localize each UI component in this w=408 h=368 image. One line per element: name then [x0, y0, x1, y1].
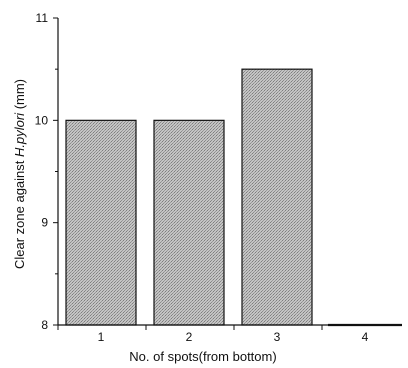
bar-3	[241, 68, 313, 326]
axes	[53, 17, 352, 330]
y-axis-label-prefix: Clear zone against	[12, 157, 27, 269]
x-tick-label-1: 1	[98, 330, 105, 344]
y-tick-label-11: 11	[36, 11, 49, 25]
x-axis-label: No. of spots(from bottom)	[129, 349, 276, 364]
y-axis-label: Clear zone against H.pylori (mm)	[12, 79, 27, 269]
x-tick-label-2: 2	[186, 330, 193, 344]
y-axis-label-suffix: (mm)	[12, 79, 27, 113]
y-tick-label-9: 9	[41, 216, 48, 230]
x-tick-label-3: 3	[274, 330, 281, 344]
y-tick-label-10: 10	[35, 113, 49, 127]
x-tick-label-4: 4	[362, 330, 369, 344]
bars	[65, 68, 402, 327]
y-tick-label-8: 8	[41, 318, 48, 332]
y-axis-label-italic: H.pylori	[12, 112, 27, 157]
bar-1	[65, 119, 137, 326]
bar-2	[153, 119, 225, 326]
